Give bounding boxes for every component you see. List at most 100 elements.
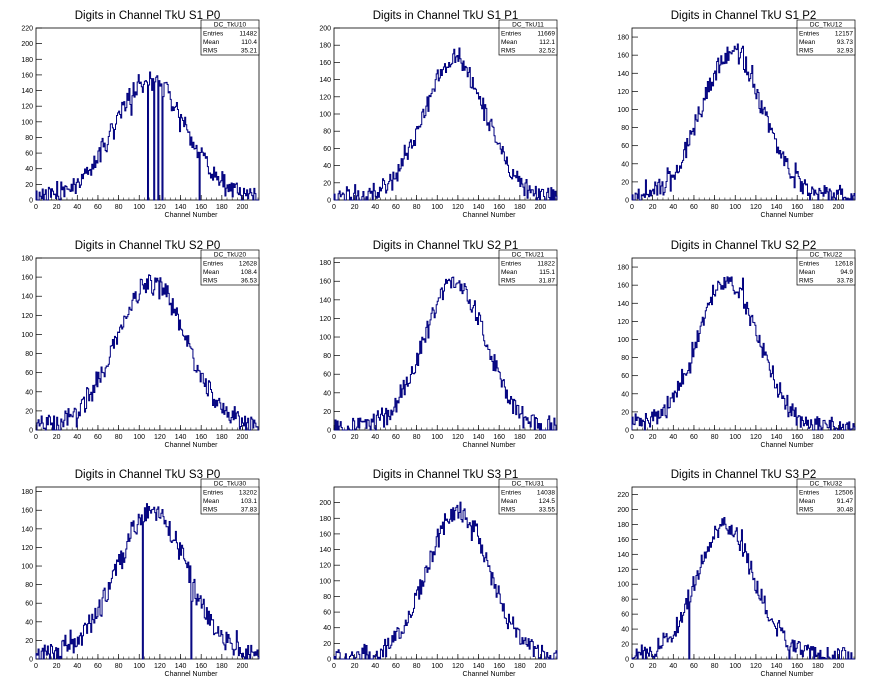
x-tick-label: 0 <box>630 663 634 670</box>
x-tick-label: 80 <box>711 434 719 441</box>
y-tick-label: 140 <box>319 297 331 304</box>
y-tick-label: 120 <box>319 316 331 323</box>
x-tick-label: 80 <box>115 204 123 211</box>
stats-rms-value: 32.93 <box>837 48 854 55</box>
x-tick-label: 100 <box>133 204 145 211</box>
stats-rms-label: RMS <box>799 48 814 55</box>
y-tick-label: 60 <box>25 151 33 158</box>
x-tick-label: 160 <box>195 434 207 441</box>
x-tick-label: 140 <box>175 434 187 441</box>
x-tick-label: 20 <box>53 204 61 211</box>
histogram-panel: Digits in Channel TkU S1 P0 0 20 40 60 80 100 1… <box>21 10 260 219</box>
histogram-panel: Digits in Channel TkU S3 P2 0 20 40 60 80 100 1… <box>617 469 856 678</box>
stats-mean-label: Mean <box>501 39 518 46</box>
x-tick-label: 0 <box>34 204 38 211</box>
stats-rms-label: RMS <box>501 278 516 285</box>
x-tick-label: 0 <box>34 434 38 441</box>
x-tick-label: 180 <box>514 434 526 441</box>
x-tick-label: 0 <box>630 204 634 211</box>
stats-name: DC_TkU21 <box>512 252 545 259</box>
y-tick-label: 20 <box>323 409 331 416</box>
x-tick-label: 200 <box>535 434 547 441</box>
x-tick-label: 200 <box>237 204 249 211</box>
stats-entries-label: Entries <box>799 261 820 268</box>
panel-title: Digits in Channel TkU S1 P1 <box>373 10 519 22</box>
x-tick-label: 60 <box>94 663 102 670</box>
stats-rms-value: 35.21 <box>241 48 258 55</box>
panel-title: Digits in Channel TkU S3 P0 <box>75 469 221 481</box>
x-tick-label: 20 <box>351 204 359 211</box>
x-axis-label: Channel Number <box>165 671 219 678</box>
stats-entries-value: 11482 <box>239 31 257 38</box>
stats-box-frame <box>796 478 856 515</box>
x-tick-label: 0 <box>332 204 336 211</box>
stats-rms-value: 33.55 <box>539 507 556 514</box>
panel-title: Digits in Channel TkU S3 P1 <box>373 469 519 481</box>
y-tick-label: 180 <box>21 57 33 64</box>
histogram-panel: Digits in Channel TkU S2 P1 0 20 40 60 80 100 1… <box>319 240 558 449</box>
stats-entries-value: 12628 <box>239 261 257 268</box>
y-tick-label: 120 <box>617 567 629 574</box>
stats-box: DC_TkU12 Entries 12157 Mean 93.73 RMS 32.93 <box>796 19 856 56</box>
y-tick-label: 140 <box>21 88 33 95</box>
panel-title: Digits in Channel TkU S2 P1 <box>373 240 519 252</box>
x-tick-label: 200 <box>237 434 249 441</box>
stats-box-frame <box>200 249 260 286</box>
y-tick-label: 140 <box>617 301 629 308</box>
x-axis-label: Channel Number <box>165 212 219 219</box>
x-tick-label: 140 <box>771 663 783 670</box>
y-tick-label: 160 <box>617 537 629 544</box>
y-tick-label: 100 <box>21 119 33 126</box>
y-tick-label: 100 <box>617 337 629 344</box>
y-tick-label: 100 <box>21 564 33 571</box>
x-tick-label: 140 <box>771 204 783 211</box>
x-tick-label: 100 <box>431 663 443 670</box>
stats-mean-label: Mean <box>799 269 816 276</box>
x-tick-label: 20 <box>351 663 359 670</box>
y-tick-label: 160 <box>319 60 331 67</box>
x-tick-label: 0 <box>332 663 336 670</box>
x-tick-label: 160 <box>493 204 505 211</box>
y-tick-label: 220 <box>21 26 33 33</box>
stats-box: DC_TkU22 Entries 12618 Mean 94.9 RMS 33.78 <box>796 249 856 286</box>
x-tick-label: 140 <box>473 434 485 441</box>
x-tick-label: 100 <box>133 434 145 441</box>
y-tick-label: 20 <box>25 408 33 415</box>
histogram-panel: Digits in Channel TkU S3 P0 0 20 40 60 80 100 1… <box>21 469 260 678</box>
stats-mean-value: 94.9 <box>840 269 853 276</box>
x-axis-label: Channel Number <box>463 671 517 678</box>
stats-box-frame <box>498 19 558 56</box>
y-tick-label: 60 <box>323 372 331 379</box>
histogram-line <box>333 47 558 201</box>
y-tick-label: 100 <box>319 578 331 585</box>
x-tick-label: 100 <box>133 663 145 670</box>
stats-entries-value: 12618 <box>835 261 853 268</box>
x-tick-label: 120 <box>154 434 166 441</box>
x-tick-label: 40 <box>73 204 81 211</box>
histogram-line <box>35 71 259 201</box>
y-tick-label: 40 <box>25 389 33 396</box>
y-tick-label: 0 <box>29 428 33 435</box>
y-tick-label: 20 <box>323 180 331 187</box>
x-tick-label: 80 <box>413 434 421 441</box>
y-tick-label: 60 <box>25 370 33 377</box>
histogram-panel: Digits in Channel TkU S2 P0 0 20 40 60 80 100 1… <box>21 240 260 449</box>
x-tick-label: 80 <box>711 663 719 670</box>
x-tick-label: 60 <box>392 204 400 211</box>
histogram-line <box>631 276 856 431</box>
y-tick-label: 20 <box>621 642 629 649</box>
y-tick-label: 80 <box>323 129 331 136</box>
stats-name: DC_TkU20 <box>214 252 247 259</box>
x-tick-label: 180 <box>216 204 228 211</box>
y-tick-label: 200 <box>21 41 33 48</box>
stats-mean-value: 115.1 <box>539 269 555 276</box>
stats-mean-label: Mean <box>501 498 518 505</box>
stats-mean-value: 108.4 <box>241 269 258 276</box>
x-tick-label: 200 <box>535 663 547 670</box>
y-tick-label: 60 <box>323 146 331 153</box>
stats-mean-label: Mean <box>203 269 220 276</box>
y-tick-label: 160 <box>617 53 629 60</box>
x-tick-label: 200 <box>833 204 845 211</box>
x-tick-label: 120 <box>154 663 166 670</box>
